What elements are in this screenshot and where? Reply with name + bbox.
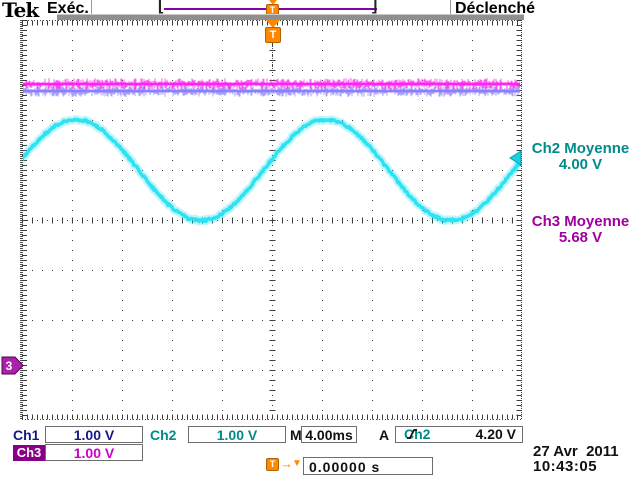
ch1-label: Ch1 bbox=[13, 427, 40, 443]
ch1-scale-readout: 1.00 V bbox=[45, 426, 143, 443]
status-divider bbox=[91, 0, 92, 14]
record-view-left-bracket: [ bbox=[158, 0, 164, 14]
trigger-level: 4.20 V bbox=[475, 426, 516, 442]
trigger-readout: Ch2 4.20 V bbox=[395, 426, 523, 443]
timebase-readout: 4.00ms bbox=[301, 426, 357, 443]
delay-arrow-icon: → bbox=[280, 456, 293, 471]
trigger-position-arrow-icon bbox=[266, 20, 280, 28]
ch2-label: Ch2 bbox=[150, 427, 177, 443]
measurement-ch2-mean: Ch2 Moyenne 4.00 V bbox=[522, 141, 639, 173]
trigger-level-arrow-icon bbox=[509, 150, 522, 166]
time: 10:43:05 bbox=[533, 458, 598, 475]
delay-trigger-icon: T bbox=[266, 458, 279, 471]
ch2-scale-readout: 1.00 V bbox=[188, 426, 286, 443]
ch3-label: Ch3 bbox=[13, 445, 45, 461]
measurement-ch3-mean: Ch3 Moyenne 5.68 V bbox=[522, 214, 639, 246]
record-view-right-bracket: ] bbox=[372, 0, 378, 14]
record-view-trigger-arrow-icon bbox=[269, 0, 277, 5]
waveform-traces bbox=[23, 78, 520, 226]
measurement-label: Ch3 Moyenne bbox=[531, 213, 630, 230]
trigger-position-tail bbox=[272, 43, 274, 73]
tek-logo: Tek bbox=[2, 0, 39, 22]
acquisition-status: Exéc. bbox=[47, 0, 89, 17]
trigger-a-label: A bbox=[379, 427, 390, 443]
ch3-ground-marker: 3 bbox=[1, 356, 24, 375]
ch3-scale-readout: 1.00 V bbox=[45, 444, 143, 461]
timebase-label: M bbox=[290, 427, 302, 443]
measurement-value: 5.68 V bbox=[558, 229, 603, 246]
measurement-value: 4.00 V bbox=[558, 156, 603, 173]
rising-edge-icon bbox=[407, 429, 417, 439]
trigger-position-icon: T bbox=[265, 27, 281, 43]
status-divider bbox=[450, 0, 451, 14]
delay-time-readout: 0.00000 s bbox=[303, 457, 433, 475]
ch3-ground-label: 3 bbox=[6, 359, 13, 373]
measurement-label: Ch2 Moyenne bbox=[531, 140, 630, 157]
trigger-status: Déclenché bbox=[455, 0, 536, 17]
date: 27 Avr 2011 bbox=[533, 443, 619, 460]
display-top-shadow bbox=[57, 14, 524, 20]
delay-down-icon: ▼ bbox=[292, 458, 302, 469]
